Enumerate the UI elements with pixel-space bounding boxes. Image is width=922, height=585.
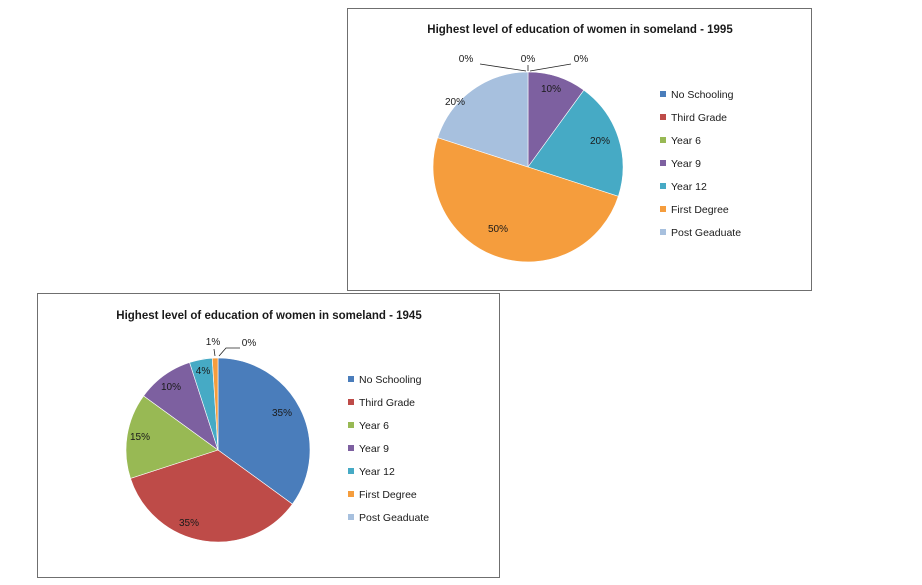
pie-1995 xyxy=(432,71,624,263)
data-label-year-12: 20% xyxy=(590,136,610,147)
legend-label-third-grade: Third Grade xyxy=(359,397,415,409)
legend-1945: No Schooling Third Grade Year 6 Year 9 Year … xyxy=(348,374,429,524)
legend-swatch-no-schooling xyxy=(660,91,666,97)
legend-label-first-degree: First Degree xyxy=(359,489,417,501)
data-label-year-6: 15% xyxy=(130,432,150,443)
legend-label-post-geaduate: Post Geaduate xyxy=(359,512,429,524)
leader-line-post-geaduate xyxy=(218,347,240,357)
pie-slice-first-degree xyxy=(211,357,219,451)
legend-swatch-post-geaduate xyxy=(660,229,666,235)
chart-title-1945: Highest level of education of women in s… xyxy=(116,310,422,322)
legend-label-year-9: Year 9 xyxy=(359,443,389,455)
data-label-post-geaduate: 20% xyxy=(445,97,465,108)
legend-swatch-first-degree xyxy=(348,491,354,497)
legend-swatch-third-grade xyxy=(660,114,666,120)
legend-label-no-schooling: No Schooling xyxy=(671,89,734,101)
data-label-first-degree: 50% xyxy=(488,224,508,235)
data-label-first-degree: 1% xyxy=(206,337,221,348)
pie-slice-first-degree xyxy=(432,137,619,263)
chart-1945-svg: Highest level of education of women in s… xyxy=(116,310,429,543)
legend-label-year-12: Year 12 xyxy=(671,181,707,193)
leader-line-no-schooling xyxy=(479,63,527,72)
data-label-no-schooling: 0% xyxy=(459,54,474,65)
data-label-year-9: 10% xyxy=(161,382,181,393)
legend-label-first-degree: First Degree xyxy=(671,204,729,216)
data-label-year-9: 10% xyxy=(541,84,561,95)
pie-slice-no-schooling xyxy=(217,357,311,505)
legend-1995: No Schooling Third Grade Year 6 Year 9 Year … xyxy=(660,89,741,239)
legend-swatch-year-6 xyxy=(348,422,354,428)
data-label-year-6: 0% xyxy=(574,54,589,65)
chart-title-1995: Highest level of education of women in s… xyxy=(427,24,733,36)
legend-label-third-grade: Third Grade xyxy=(671,112,727,124)
legend-swatch-year-9 xyxy=(348,445,354,451)
pie-slice-year-6 xyxy=(125,395,219,479)
pie-1945 xyxy=(125,357,311,543)
legend-label-year-6: Year 6 xyxy=(359,420,389,432)
data-label-third-grade: 0% xyxy=(521,54,536,65)
legend-swatch-post-geaduate xyxy=(348,514,354,520)
pie-slice-post-geaduate xyxy=(437,71,529,168)
chart-1945-panel: Highest level of education of women in s… xyxy=(37,293,500,578)
chart-1995-svg: Highest level of education of women in s… xyxy=(427,24,741,263)
legend-swatch-year-12 xyxy=(660,183,666,189)
legend-swatch-year-6 xyxy=(660,137,666,143)
legend-swatch-year-9 xyxy=(660,160,666,166)
legend-label-post-geaduate: Post Geaduate xyxy=(671,227,741,239)
legend-swatch-year-12 xyxy=(348,468,354,474)
legend-swatch-third-grade xyxy=(348,399,354,405)
data-label-post-geaduate: 0% xyxy=(242,338,257,349)
legend-label-year-12: Year 12 xyxy=(359,466,395,478)
data-label-year-12: 4% xyxy=(196,366,211,377)
legend-swatch-no-schooling xyxy=(348,376,354,382)
legend-label-no-schooling: No Schooling xyxy=(359,374,422,386)
pie-slice-third-grade xyxy=(130,449,293,543)
data-label-third-grade: 35% xyxy=(179,518,199,529)
leader-line-year-6 xyxy=(529,63,572,72)
data-label-no-schooling: 35% xyxy=(272,408,292,419)
pie-slice-year-12 xyxy=(527,89,624,197)
chart-1995-panel: Highest level of education of women in s… xyxy=(347,8,812,291)
leader-line-first-degree xyxy=(213,348,216,357)
legend-label-year-9: Year 9 xyxy=(671,158,701,170)
legend-label-year-6: Year 6 xyxy=(671,135,701,147)
legend-swatch-first-degree xyxy=(660,206,666,212)
